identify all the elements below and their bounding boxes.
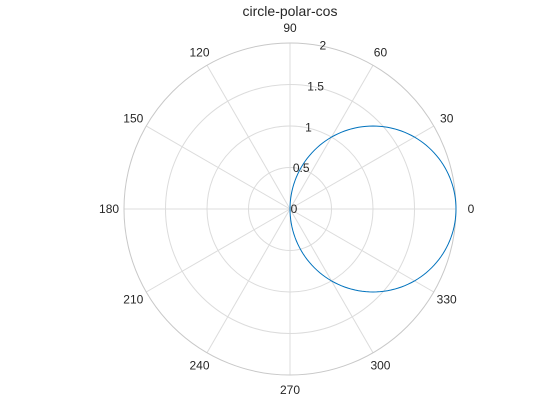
- series-line: [289, 125, 457, 293]
- theta-tick-label: 330: [437, 292, 457, 306]
- theta-tick-label: 300: [370, 359, 390, 373]
- theta-tick-label: 270: [280, 383, 300, 397]
- theta-tick-label: 210: [123, 292, 143, 306]
- r-tick-label: 0: [291, 202, 298, 216]
- theta-tick-label: 30: [440, 112, 454, 126]
- theta-tick-label: 240: [190, 359, 210, 373]
- r-gridline-1_5: [165, 84, 415, 334]
- r-tick-label: 0.5: [293, 161, 310, 175]
- theta-tick-label: 180: [99, 202, 119, 216]
- r-gridline-0_5: [248, 167, 332, 251]
- r-tick-label: 1: [305, 120, 312, 134]
- theta-tick-label: 60: [374, 45, 388, 59]
- r-tick-label: 1.5: [307, 79, 324, 93]
- chart-title: circle-polar-cos: [243, 3, 338, 19]
- series-layer: [289, 125, 457, 293]
- r-tick-labels: 0 0.5 1 1.5 2: [291, 39, 327, 216]
- theta-tick-label: 90: [283, 21, 297, 35]
- r-gridline-1: [206, 125, 374, 293]
- theta-tick-label: 120: [190, 45, 210, 59]
- theta-tick-label: 0: [468, 202, 475, 216]
- theta-tick-label: 150: [123, 112, 143, 126]
- r-tick-label: 2: [319, 39, 326, 53]
